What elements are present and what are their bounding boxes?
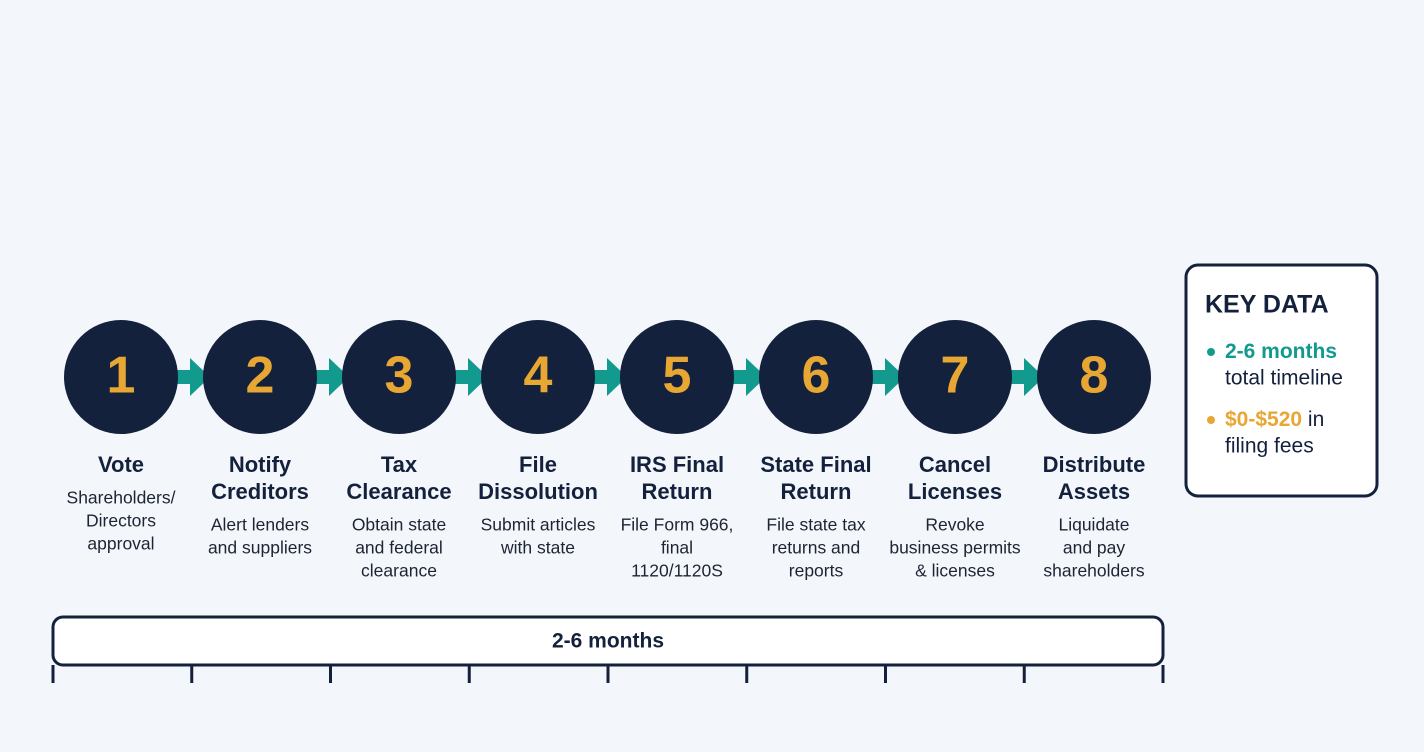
step-description: Alert lenders [211,515,309,535]
key-data-line2: filing fees [1225,435,1314,458]
arrow [454,358,488,396]
step-number: 2 [246,347,275,405]
step-title: Licenses [908,479,1002,504]
arrow [593,358,627,396]
step-circle [64,320,178,434]
bullet [1207,348,1215,356]
key-data-title: KEY DATA [1205,291,1329,319]
step-circle [342,320,456,434]
step-description: returns and [772,538,861,558]
step-description: Shareholders/ [67,488,176,508]
step-description: clearance [361,561,437,581]
key-data-text: in [1308,408,1324,431]
step-number: 4 [524,347,553,405]
step-description: 1120/1120S [631,561,723,581]
step-title: State Final [760,452,871,477]
bullet [1207,416,1215,424]
step-description: Directors [86,511,156,531]
arrow [871,358,905,396]
step-circle [1037,320,1151,434]
step-title: Tax [381,452,418,477]
step-title: Cancel [919,452,991,477]
arrow [732,358,766,396]
step-title: Notify [229,452,292,477]
key-data-line2: total timeline [1225,367,1343,390]
step-number: 6 [802,347,831,405]
step-description: Submit articles [481,515,596,535]
key-data-highlight: 2-6 months [1225,340,1337,363]
step-circle [481,320,595,434]
step-title: Dissolution [478,479,598,504]
step-number: 3 [385,347,414,405]
step-description: shareholders [1043,561,1144,581]
step-description: business permits [889,538,1021,558]
step-description: Liquidate [1058,515,1129,535]
step-description: approval [87,534,154,554]
step-description: with state [500,538,575,558]
step-circle [203,320,317,434]
arrow [315,358,349,396]
key-data-line: 2-6 months [1225,340,1337,363]
step-description: and pay [1063,538,1126,558]
step-description: Revoke [925,515,984,535]
key-data-line: $0-$520 in [1225,408,1324,431]
key-data-highlight: $0-$520 [1225,408,1302,431]
step-title: Vote [98,452,144,477]
step-description: and suppliers [208,538,312,558]
arrow [1010,358,1044,396]
step-description: final [661,538,693,558]
step-description: Obtain state [352,515,446,535]
step-circle [759,320,873,434]
step-title: Creditors [211,479,309,504]
arrow [176,358,210,396]
step-circle [898,320,1012,434]
step-number: 5 [663,347,692,405]
key-data-box [1184,263,1379,498]
timeline-label: 2-6 months [552,630,664,653]
step-circle [620,320,734,434]
step-number: 7 [941,347,970,405]
step-title: Distribute [1043,452,1146,477]
step-title: Return [642,479,713,504]
step-description: File Form 966, [621,515,734,535]
step-title: Assets [1058,479,1130,504]
step-number: 8 [1080,347,1109,405]
step-title: Clearance [346,479,451,504]
step-title: Return [781,479,852,504]
step-title: File [519,452,557,477]
step-description: and federal [355,538,443,558]
step-description: reports [789,561,844,581]
step-description: File state tax [766,515,865,535]
step-number: 1 [107,347,136,405]
step-description: & licenses [915,561,995,581]
step-title: IRS Final [630,452,724,477]
